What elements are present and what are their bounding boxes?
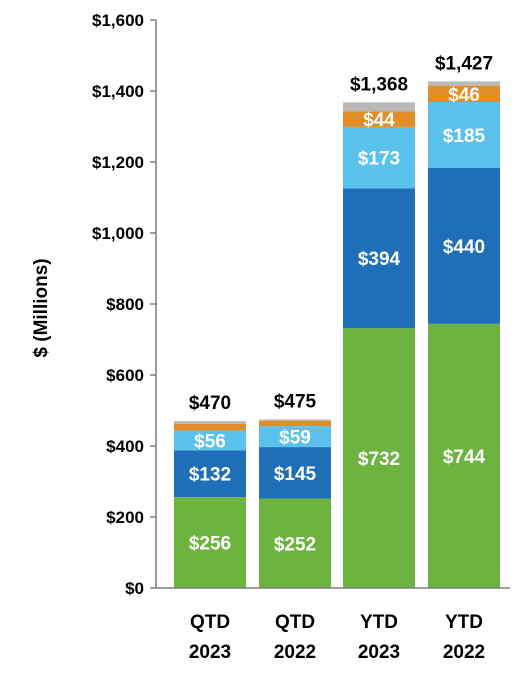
- y-axis-title: $ (Millions): [31, 258, 52, 357]
- bar-segment: [259, 419, 331, 421]
- bar-segment: [343, 111, 415, 127]
- segment-data-label: $44: [363, 110, 395, 131]
- x-axis: QTD 2023 QTD 2022 YTD 2023 YTD 2022: [156, 587, 510, 663]
- total-data-label: $475: [274, 391, 317, 412]
- y-tick-label: $1,000: [92, 224, 144, 243]
- segment-data-label: $173: [358, 149, 400, 170]
- x-tick-label: YTD 2022: [443, 612, 485, 663]
- x-tick-label: YTD 2023: [358, 612, 400, 663]
- y-tick-label: $1,200: [92, 153, 144, 172]
- total-data-label: $470: [189, 393, 231, 414]
- segment-data-label: $59: [279, 428, 311, 449]
- x-tick-label: QTD 2023: [189, 612, 231, 663]
- y-tick-label: $800: [106, 295, 144, 314]
- bar-segment: [174, 497, 246, 588]
- x-tick-label: QTD 2022: [274, 612, 316, 663]
- total-data-label: $1,368: [350, 74, 408, 95]
- y-tick-label: $400: [106, 437, 144, 456]
- bar-segment: [428, 323, 500, 588]
- segment-data-label: $440: [443, 237, 485, 258]
- segment-data-label: $732: [358, 449, 400, 470]
- segment-data-label: $185: [443, 126, 486, 147]
- bar-segment: [343, 188, 415, 329]
- segment-data-label: $744: [443, 447, 486, 468]
- y-axis: $0 $200 $400 $600 $800 $1,000 $1,200 $1,400 $1,6…: [92, 11, 157, 598]
- segment-data-label: $46: [448, 85, 480, 106]
- bar-segment: [343, 328, 415, 588]
- segment-data-label: $145: [274, 464, 317, 485]
- bar-segment: [174, 450, 246, 498]
- bar-segment: [174, 430, 246, 451]
- total-data-label: $1,427: [435, 53, 493, 74]
- bar-segment: [259, 426, 331, 448]
- y-tick-label: $0: [125, 579, 144, 598]
- bar-segment: [259, 420, 331, 427]
- y-tick-label: $1,400: [92, 82, 144, 101]
- segment-data-label: $256: [189, 534, 231, 555]
- bar-segment: [343, 102, 415, 112]
- bar-segment: [174, 421, 246, 424]
- bar-segment: [428, 102, 500, 168]
- bar-segment: [343, 126, 415, 189]
- y-tick-label: $200: [106, 508, 144, 527]
- bar-segment: [259, 447, 331, 499]
- bar-segment: [259, 498, 331, 588]
- bar-segment: [428, 167, 500, 324]
- segment-data-label: $252: [274, 534, 316, 555]
- y-tick-label: $600: [106, 366, 144, 385]
- bar-segment: [428, 81, 500, 86]
- bars: [174, 81, 500, 588]
- segment-data-label: $132: [189, 465, 231, 486]
- data-labels: $256 $132 $56 $470 $252 $145 $59 $475 $732 $394 $1…: [189, 53, 493, 555]
- bar-segment: [428, 85, 500, 103]
- bar-segment: [174, 423, 246, 431]
- segment-data-label: $56: [194, 431, 226, 452]
- y-tick-label: $1,600: [92, 11, 144, 30]
- segment-data-label: $394: [358, 249, 401, 270]
